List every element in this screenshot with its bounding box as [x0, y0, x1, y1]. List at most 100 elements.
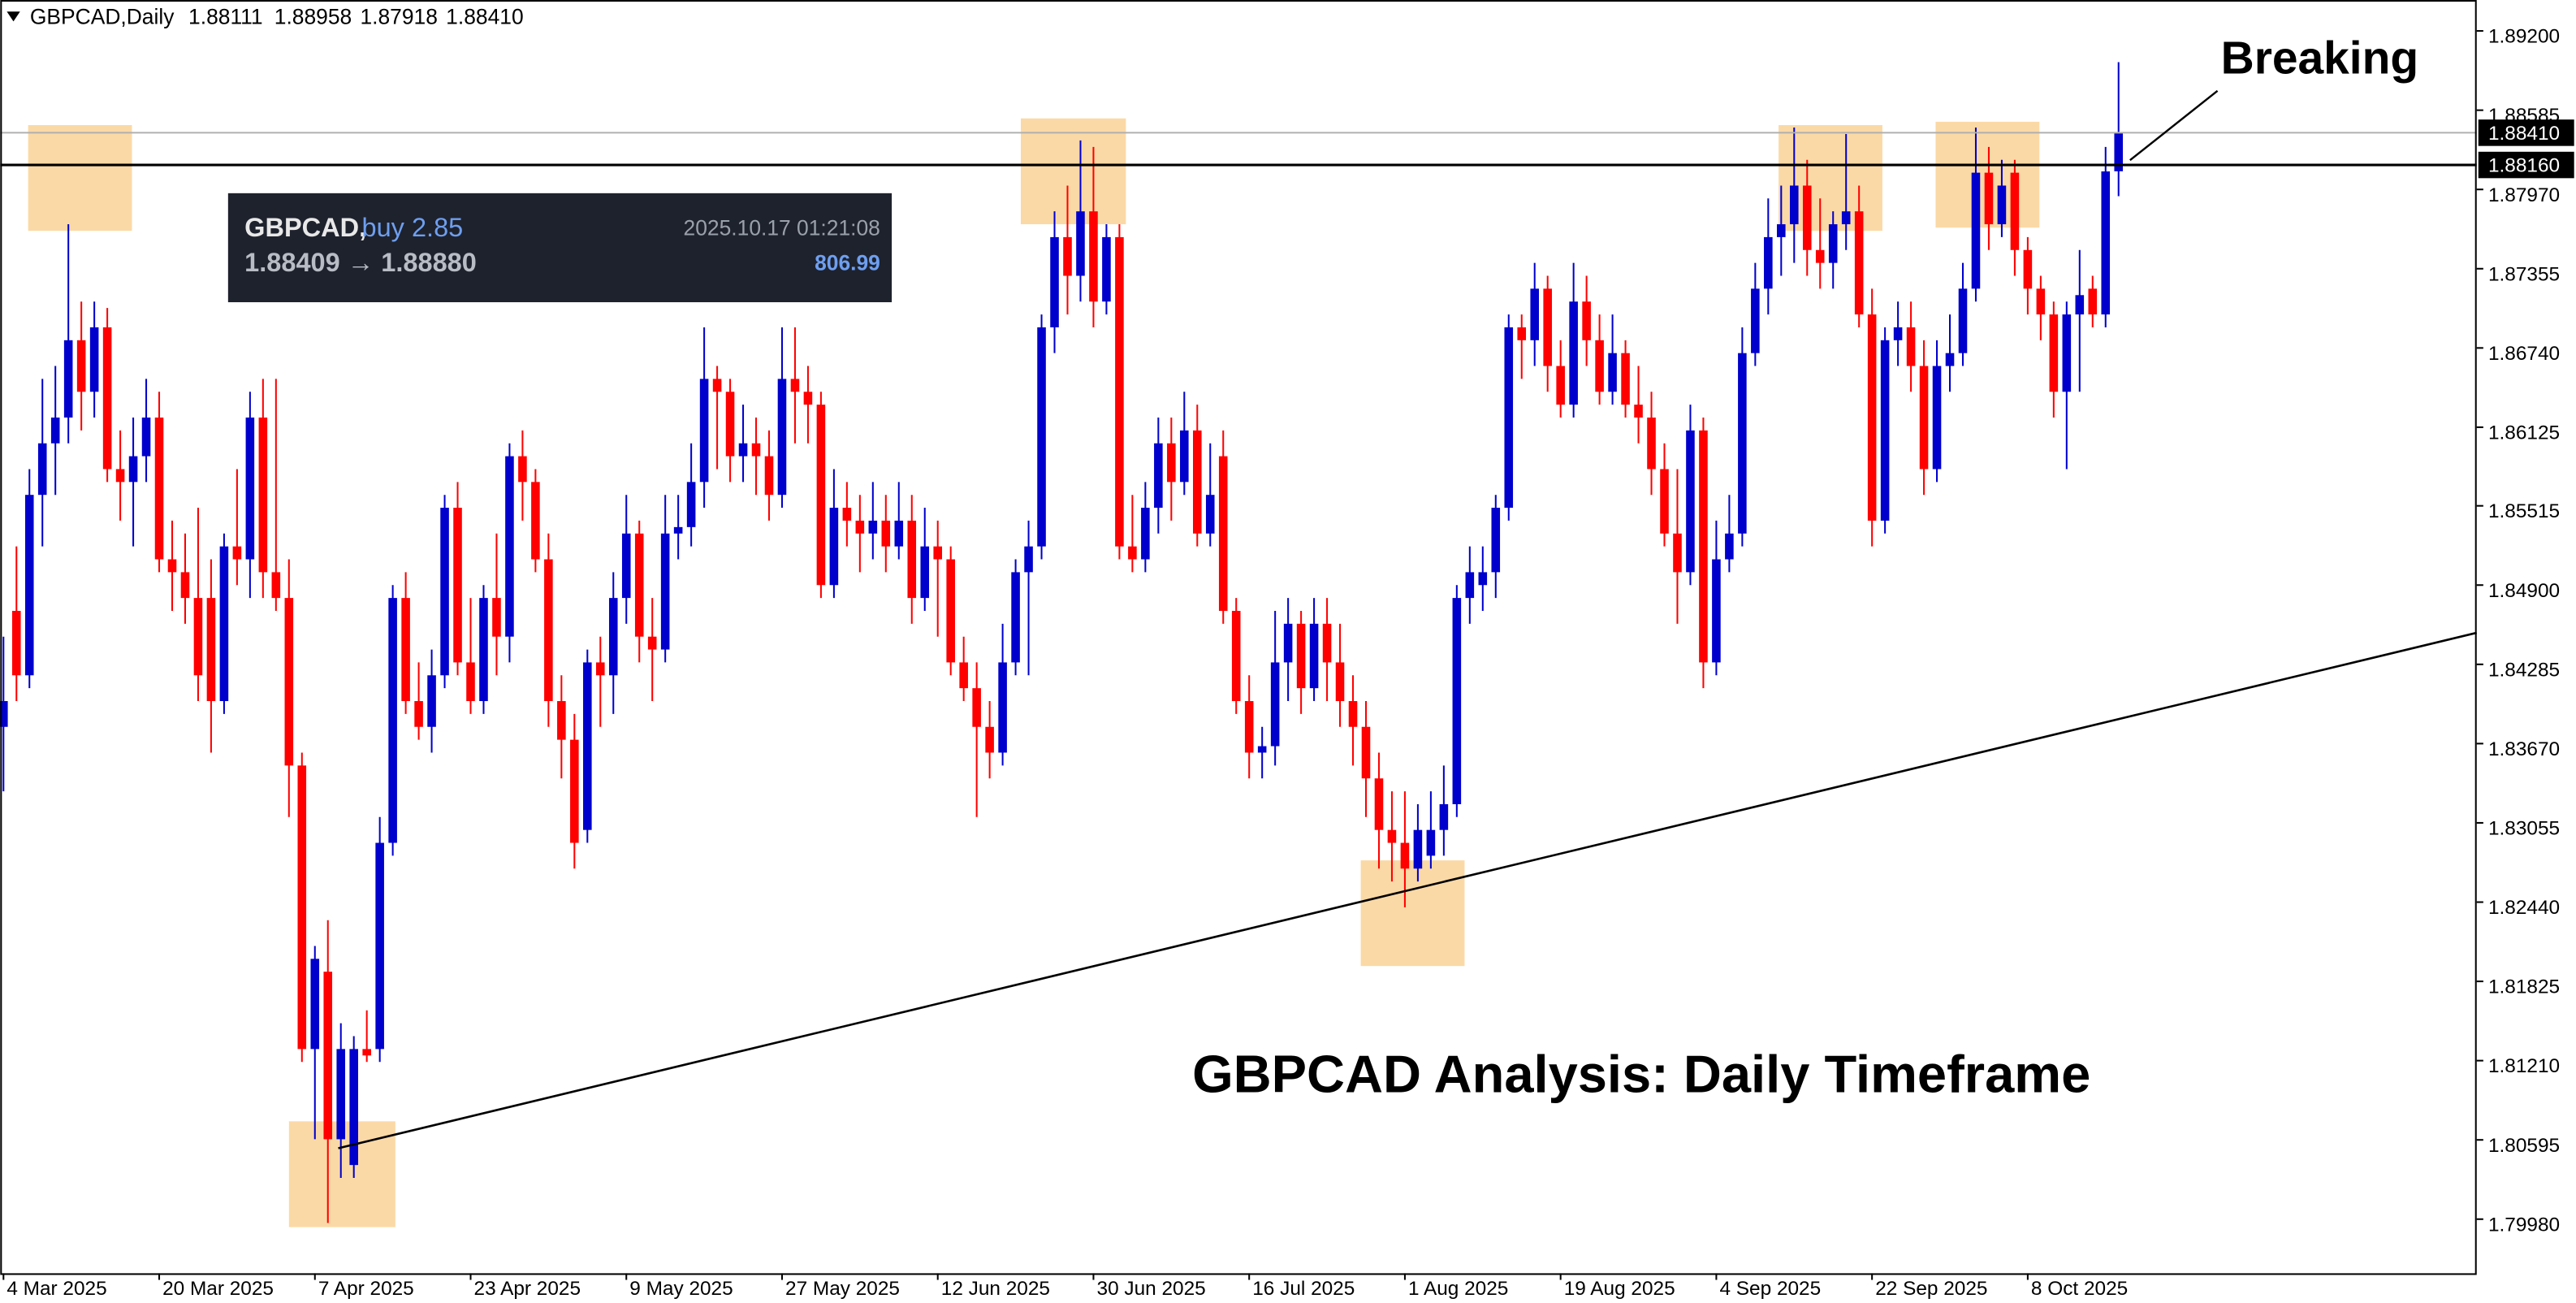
candle-body — [1011, 572, 1020, 663]
price-label: 1.88160 — [2488, 155, 2560, 177]
candle-body — [1244, 701, 1254, 753]
candle-body — [323, 972, 333, 1140]
candle-body — [1257, 746, 1267, 753]
candle-body — [660, 533, 670, 650]
candle-body — [1621, 353, 1630, 405]
candle-body — [751, 443, 761, 457]
candle-body — [479, 598, 488, 702]
candle-body — [1777, 224, 1786, 237]
candle-body — [1270, 662, 1280, 747]
candle-body — [855, 520, 865, 534]
x-tick-label: 30 Jun 2025 — [1097, 1278, 1206, 1300]
candle-body — [1530, 288, 1539, 340]
candle-body — [349, 1049, 358, 1166]
candle-body — [1452, 598, 1462, 804]
tooltip-side: buy 2.85 — [362, 213, 464, 242]
header-high: 1.88958 — [274, 4, 352, 28]
candle-body — [1699, 430, 1708, 663]
x-tick-label: 27 May 2025 — [785, 1278, 900, 1300]
candle-body — [881, 520, 891, 547]
candle-body — [492, 598, 501, 637]
candle-body — [1712, 559, 1721, 663]
plot-frame — [0, 0, 2477, 1275]
candle-body — [1725, 533, 1734, 560]
candle-body — [1686, 430, 1695, 573]
candle-body — [1154, 443, 1163, 509]
candle-body — [1997, 185, 2007, 225]
candle-body — [375, 842, 384, 1050]
candle-body — [1517, 327, 1527, 340]
annotation-pointer — [2129, 89, 2219, 162]
candle-body — [63, 340, 73, 418]
candle-body — [518, 456, 527, 483]
y-tick-label: 1.80595 — [2488, 1135, 2560, 1157]
candle-body — [1465, 572, 1475, 599]
candle-body — [803, 392, 813, 405]
candle-body — [1102, 236, 1111, 302]
x-tick-label: 4 Sep 2025 — [1719, 1278, 1821, 1300]
candle-body — [570, 739, 579, 843]
candle-body — [1283, 623, 1293, 663]
candle-body — [1828, 224, 1838, 263]
candle-body — [362, 1049, 371, 1056]
price-label: 1.88410 — [2488, 123, 2560, 145]
candle-body — [1867, 314, 1877, 521]
candle-body — [1841, 211, 1851, 225]
x-tick-label: 20 Mar 2025 — [162, 1278, 274, 1300]
y-tick-label: 1.83670 — [2488, 738, 2560, 760]
candle-body — [401, 598, 410, 702]
candle-body — [1880, 340, 1890, 521]
x-tick-label: 19 Aug 2025 — [1564, 1278, 1675, 1300]
candle-body — [50, 418, 60, 444]
candle-body — [1751, 288, 1760, 353]
candle-body — [440, 508, 449, 676]
y-tick-label: 1.89200 — [2488, 26, 2560, 48]
candle-body — [531, 482, 540, 560]
candle-body — [544, 559, 553, 702]
candle-body — [790, 379, 800, 392]
y-tick-label: 1.81825 — [2488, 976, 2560, 998]
y-tick-label: 1.86125 — [2488, 422, 2560, 444]
highlight-zone — [1020, 118, 1126, 225]
candle-body — [583, 662, 592, 830]
candle-body — [284, 598, 294, 766]
candle-body — [1971, 172, 1981, 289]
candle-body — [621, 533, 631, 599]
candle-body — [1348, 701, 1358, 727]
highlight-zone — [1360, 860, 1465, 967]
candle-body — [1024, 546, 1033, 573]
candle-body — [894, 520, 904, 547]
x-tick-label: 7 Apr 2025 — [318, 1278, 414, 1300]
tooltip-profit: 806.99 — [815, 250, 880, 275]
candle-body — [1491, 508, 1501, 573]
candle-body — [959, 662, 968, 689]
candle-body — [933, 546, 943, 560]
candle-body — [1504, 327, 1514, 509]
candle-body — [1361, 726, 1371, 779]
highlight-zone — [28, 125, 132, 232]
candle-body — [829, 508, 839, 586]
candle-body — [115, 469, 125, 483]
candle-body — [271, 572, 281, 599]
candle-body — [1984, 172, 1994, 225]
candle-body — [1037, 327, 1046, 547]
candle-body — [1854, 211, 1864, 315]
candle-body — [647, 636, 657, 650]
candle-body — [1089, 211, 1098, 302]
candle-body — [1439, 803, 1449, 830]
candle-body — [1789, 185, 1799, 225]
candle-body — [712, 379, 722, 392]
candle-body — [1556, 366, 1565, 405]
candle-body — [167, 559, 177, 573]
candle-body — [297, 765, 307, 1050]
candle-body — [2101, 171, 2111, 315]
candle-body — [1063, 236, 1072, 276]
candle-body — [1634, 405, 1643, 418]
header-open: 1.88111 — [188, 4, 263, 28]
candle-body — [1309, 623, 1319, 689]
candle-body — [1919, 366, 1929, 470]
candle-body — [1426, 829, 1436, 856]
candle-body — [388, 598, 397, 843]
candle-body — [505, 456, 514, 637]
y-tick-label: 1.87355 — [2488, 263, 2560, 285]
